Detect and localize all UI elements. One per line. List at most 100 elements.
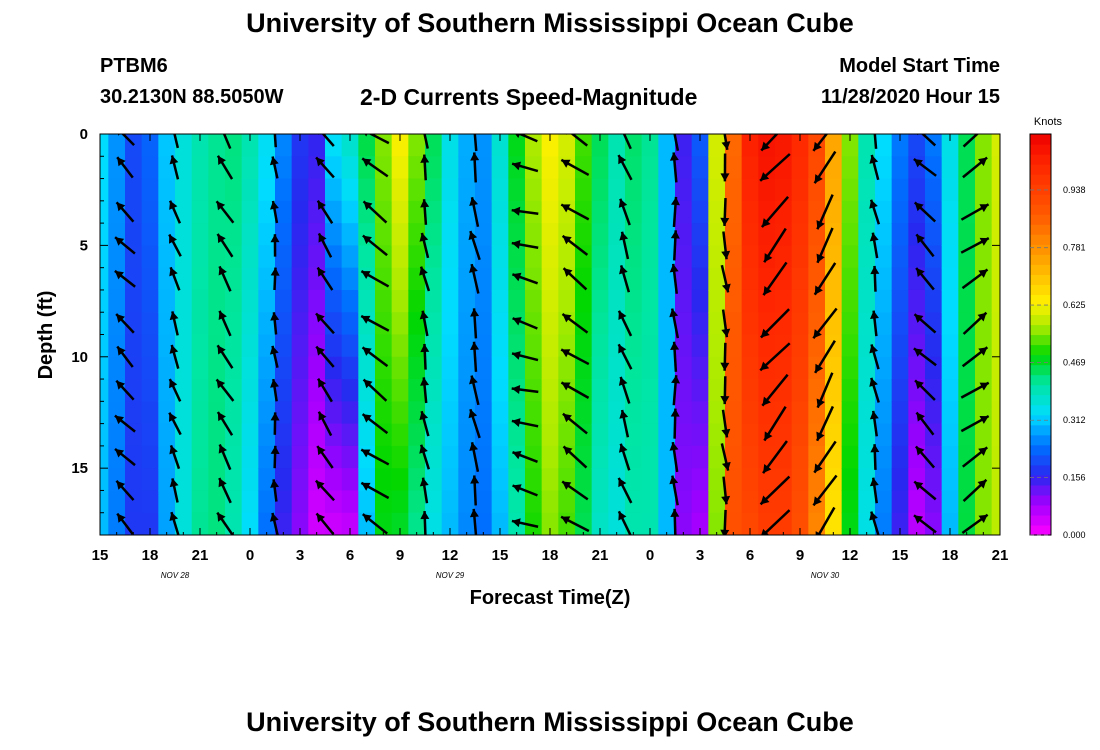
heatmap-cell [425, 445, 443, 469]
current-vector [216, 511, 234, 535]
heatmap-cell [641, 468, 659, 492]
heatmap-cell [791, 245, 809, 269]
heatmap-cell [775, 245, 793, 269]
heatmap-cell [741, 245, 759, 269]
heatmap-cell [258, 267, 276, 291]
current-vector [870, 265, 880, 292]
colorbar-swatch [1030, 154, 1051, 165]
heatmap-cell [241, 200, 259, 224]
heatmap-cell [741, 267, 759, 291]
heatmap-cell [100, 134, 109, 157]
current-vector [361, 413, 389, 435]
heatmap-cell [441, 289, 459, 313]
heatmap-cell [891, 379, 909, 402]
current-vector [169, 311, 179, 336]
x-axis-title: Forecast Time(Z) [470, 587, 631, 609]
current-vector [114, 269, 136, 288]
heatmap-cell [558, 401, 576, 425]
heatmap-cell [958, 223, 976, 246]
heatmap-cell [975, 401, 993, 425]
heatmap-cell [741, 512, 759, 535]
heatmap-cell [391, 267, 409, 291]
colorbar-swatch [1030, 354, 1051, 366]
current-vector [914, 445, 936, 469]
heatmap-cell [741, 156, 759, 180]
colorbar-swatch [1030, 504, 1051, 516]
colorbar-swatch [1030, 334, 1051, 346]
heatmap-cell [558, 423, 576, 447]
heatmap-cell [841, 245, 859, 269]
current-vector [759, 475, 791, 506]
heatmap-cell [758, 445, 776, 469]
heatmap-cell [791, 178, 809, 202]
current-vector [419, 477, 429, 504]
heatmap-cell [525, 178, 543, 202]
heatmap-cell [425, 356, 443, 380]
heatmap-cell [441, 423, 459, 447]
heatmap-cell [541, 334, 559, 358]
heatmap-cell [141, 200, 159, 224]
heatmap-cell [641, 490, 659, 514]
heatmap-cell [625, 334, 643, 358]
heatmap-cell [625, 423, 643, 447]
heatmap-cell [925, 512, 943, 535]
current-vector [512, 484, 538, 497]
heatmap-cell [641, 356, 659, 380]
heatmap-cell [875, 223, 893, 246]
heatmap-cell [541, 289, 559, 313]
heatmap-cell [441, 245, 459, 269]
heatmap-cell [541, 445, 559, 469]
heatmap-cell [408, 245, 426, 269]
heatmap-cell [391, 178, 409, 202]
heatmap-cell [108, 289, 126, 313]
current-vector [816, 194, 834, 230]
heatmap-cell [691, 468, 709, 492]
heatmap-cell [275, 267, 293, 291]
heatmap-cell [625, 178, 643, 202]
heatmap-cell [275, 468, 293, 492]
heatmap-cell [375, 401, 393, 425]
heatmap-cell [891, 423, 909, 447]
current-vector [169, 444, 181, 470]
heatmap-cell [991, 289, 1000, 313]
heatmap-cell [375, 156, 393, 180]
heatmap-cell [958, 401, 976, 425]
heatmap-cell [208, 423, 226, 447]
heatmap-cell [491, 267, 509, 291]
heatmap-cell [791, 468, 809, 492]
current-vector [511, 161, 539, 173]
current-vector [915, 411, 935, 436]
heatmap-cell [658, 401, 676, 425]
current-vector [814, 340, 836, 374]
current-vector [511, 272, 539, 285]
heatmap-cell [425, 334, 443, 358]
heatmap-cell [625, 356, 643, 380]
heatmap-cell [741, 423, 759, 447]
heatmap-cell [391, 289, 409, 313]
heatmap-cell [891, 445, 909, 469]
current-vector [669, 441, 679, 473]
current-vector [913, 347, 937, 367]
heatmap-cell [108, 423, 126, 447]
heatmap-cell [375, 356, 393, 380]
heatmap-cell [658, 178, 676, 202]
heatmap-cell [625, 267, 643, 291]
current-vector [216, 233, 234, 258]
heatmap-cell [508, 289, 526, 313]
heatmap-cell [275, 512, 293, 535]
heatmap-cell [291, 200, 309, 224]
current-vector [273, 134, 278, 148]
current-vector [470, 308, 480, 339]
heatmap-cell [141, 134, 159, 157]
heatmap-cell [508, 334, 526, 358]
heatmap-cell [541, 512, 559, 535]
heatmap-cell [675, 223, 693, 246]
heatmap-cell [675, 512, 693, 535]
heatmap-cell [641, 512, 659, 535]
heatmap-cell [241, 289, 259, 313]
heatmap-cell [841, 312, 859, 336]
heatmap-cell [525, 468, 543, 492]
colorbar-swatch [1030, 264, 1051, 275]
current-vector [314, 479, 336, 502]
model-start-label: Model Start Time [839, 55, 1000, 77]
